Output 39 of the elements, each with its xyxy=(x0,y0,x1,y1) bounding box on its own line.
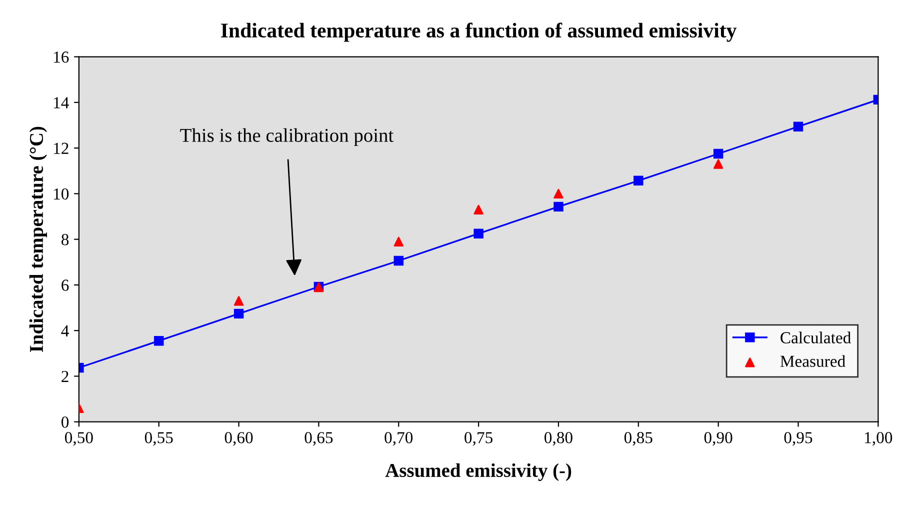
y-tick-label: 16 xyxy=(54,52,69,63)
point xyxy=(474,204,484,215)
y-axis-title: Indicated temperature (°C) xyxy=(29,126,47,352)
point xyxy=(154,336,164,346)
x-tick-label: 0,85 xyxy=(624,432,652,446)
y-tick-label: 4 xyxy=(61,325,69,336)
x-tick-label: 0,70 xyxy=(384,432,413,446)
y-tick-label: 8 xyxy=(62,234,69,246)
point xyxy=(474,228,484,238)
x-tick-label: 0,75 xyxy=(464,432,492,446)
x-tick-label: 0,95 xyxy=(784,432,812,446)
legend-label: Calculated xyxy=(780,332,851,344)
x-tick-label: 0,50 xyxy=(64,432,93,446)
annotation: This is the calibration point xyxy=(180,128,394,146)
point xyxy=(793,122,804,132)
x-tick-label: 0,65 xyxy=(304,432,333,446)
y-tick-label: 10 xyxy=(54,188,69,200)
x-tick-label: 0,90 xyxy=(704,432,732,446)
chart-title: Indicated temperature as a function of assumed emissivity xyxy=(221,22,737,42)
point xyxy=(713,148,724,159)
y-tick-label: 14 xyxy=(54,97,69,108)
point xyxy=(394,256,404,266)
point xyxy=(234,308,244,319)
x-axis-title: Assumed emissivity (-) xyxy=(385,463,572,482)
y-tick-label: 6 xyxy=(62,280,69,291)
y-tick-label: 0 xyxy=(62,416,69,428)
point xyxy=(554,188,564,199)
x-tick-label: 0,80 xyxy=(544,432,572,446)
point xyxy=(234,296,244,306)
point xyxy=(394,236,404,246)
y-tick-label: 12 xyxy=(54,142,68,154)
legend-label: Measured xyxy=(780,355,846,367)
point xyxy=(713,159,724,169)
point xyxy=(634,176,644,186)
y-tick-label: 2 xyxy=(62,370,68,382)
x-tick-label: 0,55 xyxy=(144,432,173,446)
x-tick-label: 1,00 xyxy=(865,432,892,446)
x-tick-label: 0,60 xyxy=(224,432,253,446)
point xyxy=(554,202,564,212)
